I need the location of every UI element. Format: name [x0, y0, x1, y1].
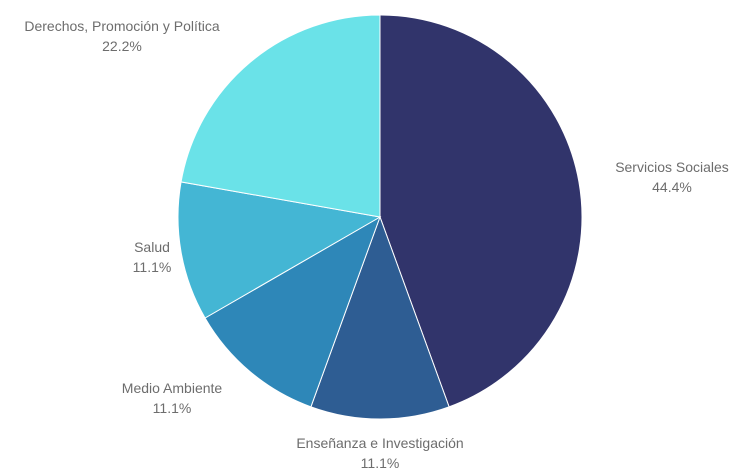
slice-percent-5: 22.2% — [102, 38, 142, 54]
slice-percent-3: 11.1% — [153, 400, 192, 416]
slice-percent-1: 44.4% — [652, 179, 692, 195]
pie-labels: Servicios Sociales 44.4% Enseñanza e Inves… — [24, 18, 728, 470]
slice-label-2: Enseñanza e Investigación — [296, 435, 463, 451]
pie-slice-3[interactable] — [204, 215, 381, 408]
pie-slice-1[interactable] — [379, 14, 583, 408]
pie-slice-5[interactable] — [180, 14, 381, 218]
slice-percent-2: 11.1% — [361, 455, 400, 470]
pie-slice-4[interactable] — [177, 181, 382, 319]
slice-label-1: Servicios Sociales — [615, 159, 729, 175]
slice-label-5: Derechos, Promoción y Política — [24, 18, 220, 34]
slice-label-3: Medio Ambiente — [122, 380, 223, 396]
slice-percent-4: 11.1% — [133, 259, 172, 275]
pie-slices — [177, 14, 583, 420]
slice-label-4: Salud — [134, 239, 170, 255]
pie-slice-2[interactable] — [310, 215, 450, 420]
